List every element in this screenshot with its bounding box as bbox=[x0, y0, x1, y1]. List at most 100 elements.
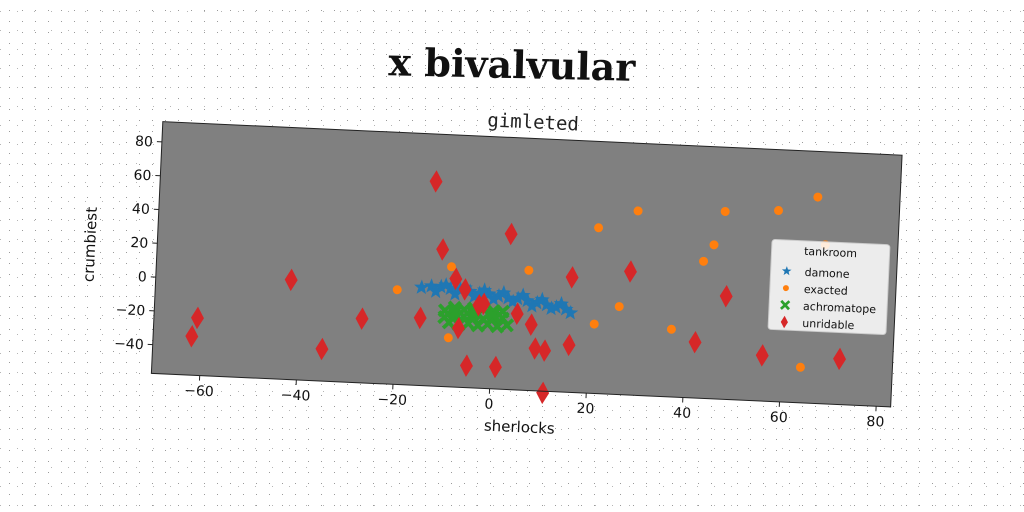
unridable-point bbox=[524, 313, 538, 336]
exacted-point bbox=[666, 324, 676, 334]
achromatope-point bbox=[480, 317, 495, 332]
unridable-point bbox=[833, 347, 847, 371]
unridable-point bbox=[688, 330, 702, 354]
y-axis-label: crumbiest bbox=[79, 206, 100, 282]
unridable-point bbox=[449, 267, 463, 291]
exacted-point bbox=[795, 362, 805, 372]
damone-point bbox=[524, 297, 540, 313]
damone-point bbox=[534, 291, 550, 307]
exacted-point bbox=[813, 192, 823, 202]
y-tick-label: 80 bbox=[135, 134, 154, 151]
legend-marker-unridable bbox=[780, 315, 788, 329]
damone-point bbox=[428, 283, 444, 299]
damone-point bbox=[447, 286, 463, 301]
exacted-point bbox=[594, 223, 604, 233]
achromatope-point bbox=[461, 316, 476, 331]
damone-point bbox=[443, 280, 459, 296]
data-marks bbox=[185, 170, 847, 405]
unridable-point bbox=[536, 381, 550, 405]
damone-point bbox=[423, 278, 440, 293]
achromatope-point bbox=[441, 315, 457, 330]
damone-point bbox=[414, 279, 430, 295]
legend: tankroom damone exacted achromatopeunridabl… bbox=[767, 239, 891, 336]
y-tick-label: 20 bbox=[130, 235, 149, 252]
damone-point bbox=[558, 301, 574, 316]
damone-point bbox=[553, 296, 569, 311]
legend-marker-damone bbox=[781, 266, 792, 276]
plot-frame bbox=[150, 121, 903, 408]
exacted-point bbox=[524, 265, 534, 275]
unridable-point bbox=[436, 238, 450, 261]
x-tick-label: −60 bbox=[184, 383, 214, 400]
damone-point bbox=[496, 284, 512, 300]
unridable-point bbox=[755, 344, 769, 367]
exacted-point bbox=[633, 206, 643, 216]
unridable-point bbox=[185, 325, 199, 348]
unridable-point bbox=[413, 306, 427, 330]
unridable-point bbox=[191, 306, 204, 330]
legend-label-exacted: exacted bbox=[804, 283, 848, 298]
y-tick-label: 0 bbox=[137, 269, 147, 285]
exacted-point bbox=[709, 240, 719, 250]
exacted-point bbox=[720, 207, 730, 217]
x-axis-label: sherlocks bbox=[484, 417, 556, 438]
unridable-point bbox=[458, 278, 472, 301]
unridable-point bbox=[451, 316, 465, 340]
unridable-point bbox=[510, 302, 524, 326]
legend-marker-achromatope bbox=[780, 299, 791, 311]
unridable-point bbox=[355, 307, 369, 330]
damone-point bbox=[539, 296, 555, 312]
x-tick-label: 60 bbox=[770, 409, 789, 426]
legend-label-unridable: unridable bbox=[802, 317, 855, 332]
unridable-point bbox=[284, 268, 298, 292]
exacted-point bbox=[774, 206, 784, 216]
damone-point bbox=[500, 290, 516, 305]
legend-marker-exacted bbox=[782, 285, 789, 292]
legend-label-achromatope: achromatope bbox=[803, 300, 877, 316]
unridable-point bbox=[488, 355, 502, 379]
y-tick-label: 40 bbox=[132, 201, 151, 218]
achromatope-point bbox=[485, 307, 501, 322]
plot-area bbox=[151, 121, 903, 407]
achromatope-point bbox=[447, 305, 462, 320]
exacted-point bbox=[443, 333, 453, 343]
unridable-point bbox=[315, 337, 329, 361]
legend-title: tankroom bbox=[804, 245, 857, 260]
x-tick-label: 0 bbox=[484, 397, 494, 413]
unridable-point bbox=[504, 222, 518, 246]
y-tick-label: −20 bbox=[115, 302, 145, 319]
exacted-point bbox=[392, 285, 402, 295]
exacted-point bbox=[589, 319, 599, 329]
damone-point bbox=[486, 291, 502, 306]
damone-point bbox=[438, 277, 454, 292]
exacted-point bbox=[699, 256, 709, 266]
damone-point bbox=[476, 282, 493, 298]
unridable-point bbox=[528, 337, 542, 360]
exacted-point bbox=[614, 302, 624, 312]
chart-title: gimleted bbox=[487, 109, 579, 135]
y-tick-label: −40 bbox=[114, 336, 144, 353]
unridable-point bbox=[624, 260, 637, 283]
unridable-point bbox=[538, 339, 552, 362]
exacted-point bbox=[447, 262, 457, 272]
x-tick-label: 40 bbox=[673, 405, 692, 422]
legend-label-damone: damone bbox=[804, 266, 850, 281]
y-axis-ticks: −40 −20 0 20 40 60 80 bbox=[114, 134, 162, 353]
damone-point bbox=[466, 288, 483, 304]
damone-point bbox=[543, 300, 560, 316]
y-tick-label: 60 bbox=[133, 167, 152, 184]
x-tick-label: 20 bbox=[576, 401, 595, 418]
damone-point bbox=[562, 304, 579, 320]
damone-point bbox=[515, 287, 531, 303]
x-tick-label: 80 bbox=[866, 414, 885, 431]
unridable-point bbox=[477, 292, 491, 316]
x-tick-label: −40 bbox=[280, 387, 310, 404]
achromatope-point bbox=[499, 317, 515, 333]
unridable-point bbox=[459, 354, 473, 377]
damone-point bbox=[519, 292, 536, 308]
unridable-point bbox=[565, 266, 579, 289]
unridable-point bbox=[429, 170, 443, 193]
legend-box bbox=[767, 239, 891, 336]
unridable-point bbox=[719, 284, 733, 308]
